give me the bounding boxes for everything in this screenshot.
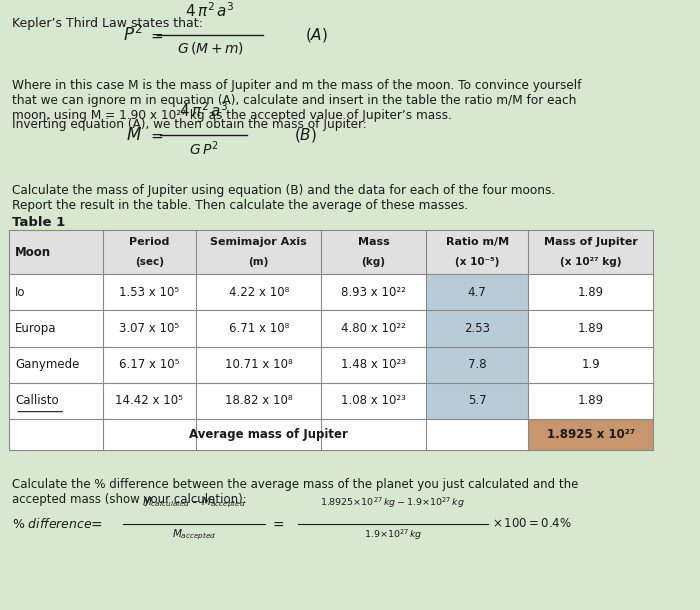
Text: 14.42 x 10⁵: 14.42 x 10⁵	[116, 395, 183, 407]
Text: Mass of Jupiter: Mass of Jupiter	[544, 237, 638, 247]
Text: 8.93 x 10²²: 8.93 x 10²²	[341, 285, 406, 299]
Text: Europa: Europa	[15, 322, 57, 335]
Text: 4.7: 4.7	[468, 285, 486, 299]
Text: Semimajor Axis: Semimajor Axis	[210, 237, 307, 247]
Text: 3.07 x 10⁵: 3.07 x 10⁵	[120, 322, 179, 335]
Text: $1.9{\times}10^{27}\,kg$: $1.9{\times}10^{27}\,kg$	[364, 528, 422, 542]
Text: $(B)$: $(B)$	[293, 126, 316, 144]
Text: Mass: Mass	[358, 237, 389, 247]
Text: (m): (m)	[248, 257, 269, 267]
Text: $P^2$: $P^2$	[122, 25, 142, 45]
Text: Ratio m/M: Ratio m/M	[445, 237, 509, 247]
Text: $(A)$: $(A)$	[305, 26, 328, 44]
Text: Average mass of Jupiter: Average mass of Jupiter	[190, 428, 349, 441]
Text: 1.89: 1.89	[578, 395, 604, 407]
Text: Io: Io	[15, 285, 26, 299]
Text: Calculate the mass of Jupiter using equation (B) and the data for each of the fo: Calculate the mass of Jupiter using equa…	[13, 184, 555, 212]
Text: 7.8: 7.8	[468, 358, 486, 371]
Text: $4\,\pi^2\,a^3$: $4\,\pi^2\,a^3$	[186, 2, 235, 20]
Text: 5.7: 5.7	[468, 395, 486, 407]
Text: $G\,(M+m)$: $G\,(M+m)$	[176, 40, 244, 56]
Text: 2.53: 2.53	[464, 322, 490, 335]
Text: $=$: $=$	[148, 127, 164, 143]
Text: $=$: $=$	[148, 27, 164, 43]
Bar	[528, 419, 654, 450]
Text: 6.71 x 10⁸: 6.71 x 10⁸	[228, 322, 289, 335]
Text: Inverting equation (A), we then obtain the mass of Jupiter:: Inverting equation (A), we then obtain t…	[13, 118, 367, 131]
Text: $M_{accepted}$: $M_{accepted}$	[172, 528, 216, 542]
Bar	[426, 346, 528, 382]
Bar	[426, 274, 528, 310]
Text: $4\,\pi^2\,a^3$: $4\,\pi^2\,a^3$	[178, 102, 228, 120]
Text: 10.71 x 10⁸: 10.71 x 10⁸	[225, 358, 293, 371]
Text: 1.08 x 10²³: 1.08 x 10²³	[341, 395, 406, 407]
Bar	[426, 310, 528, 346]
Text: 1.8925 x 10²⁷: 1.8925 x 10²⁷	[547, 428, 635, 441]
Bar	[10, 230, 654, 274]
Bar	[426, 382, 528, 419]
Text: Kepler’s Third Law states that:: Kepler’s Third Law states that:	[13, 18, 203, 30]
Text: (x 10²⁷ kg): (x 10²⁷ kg)	[560, 257, 622, 267]
Text: $M$: $M$	[126, 126, 142, 144]
Text: $\times\,100 = 0.4\%$: $\times\,100 = 0.4\%$	[493, 517, 572, 530]
Text: $=$: $=$	[270, 517, 285, 531]
Text: Callisto: Callisto	[15, 395, 59, 407]
Text: (sec): (sec)	[135, 257, 164, 267]
Text: Ganymede: Ganymede	[15, 358, 80, 371]
Text: 18.82 x 10⁸: 18.82 x 10⁸	[225, 395, 293, 407]
Text: 4.22 x 10⁸: 4.22 x 10⁸	[228, 285, 289, 299]
Text: $1.8925{\times}10^{27}\,kg - 1.9{\times}10^{27}\,kg$: $1.8925{\times}10^{27}\,kg - 1.9{\times}…	[321, 495, 466, 510]
Text: Where in this case M is the mass of Jupiter and m the mass of the moon. To convi: Where in this case M is the mass of Jupi…	[13, 79, 582, 122]
Text: 6.17 x 10⁵: 6.17 x 10⁵	[119, 358, 180, 371]
Text: Moon: Moon	[15, 245, 51, 259]
Text: Calculate the % difference between the average mass of the planet you just calcu: Calculate the % difference between the a…	[13, 478, 579, 506]
Text: 1.53 x 10⁵: 1.53 x 10⁵	[120, 285, 179, 299]
Text: $M_{calculated} - M_{accepted}$: $M_{calculated} - M_{accepted}$	[142, 496, 246, 510]
Text: (x 10⁻⁵): (x 10⁻⁵)	[455, 257, 499, 267]
Text: $=$: $=$	[88, 517, 103, 531]
Bar	[10, 230, 654, 450]
Text: Table 1: Table 1	[13, 217, 66, 229]
Text: Period: Period	[130, 237, 169, 247]
Text: 1.89: 1.89	[578, 322, 604, 335]
Text: 1.89: 1.89	[578, 285, 604, 299]
Text: 4.80 x 10²²: 4.80 x 10²²	[341, 322, 406, 335]
Text: $G\,P^2$: $G\,P^2$	[189, 140, 218, 159]
Text: $\it{\% \ difference}$: $\it{\% \ difference}$	[13, 517, 93, 531]
Text: (kg): (kg)	[362, 257, 386, 267]
Text: 1.48 x 10²³: 1.48 x 10²³	[341, 358, 406, 371]
Text: 1.9: 1.9	[582, 358, 601, 371]
